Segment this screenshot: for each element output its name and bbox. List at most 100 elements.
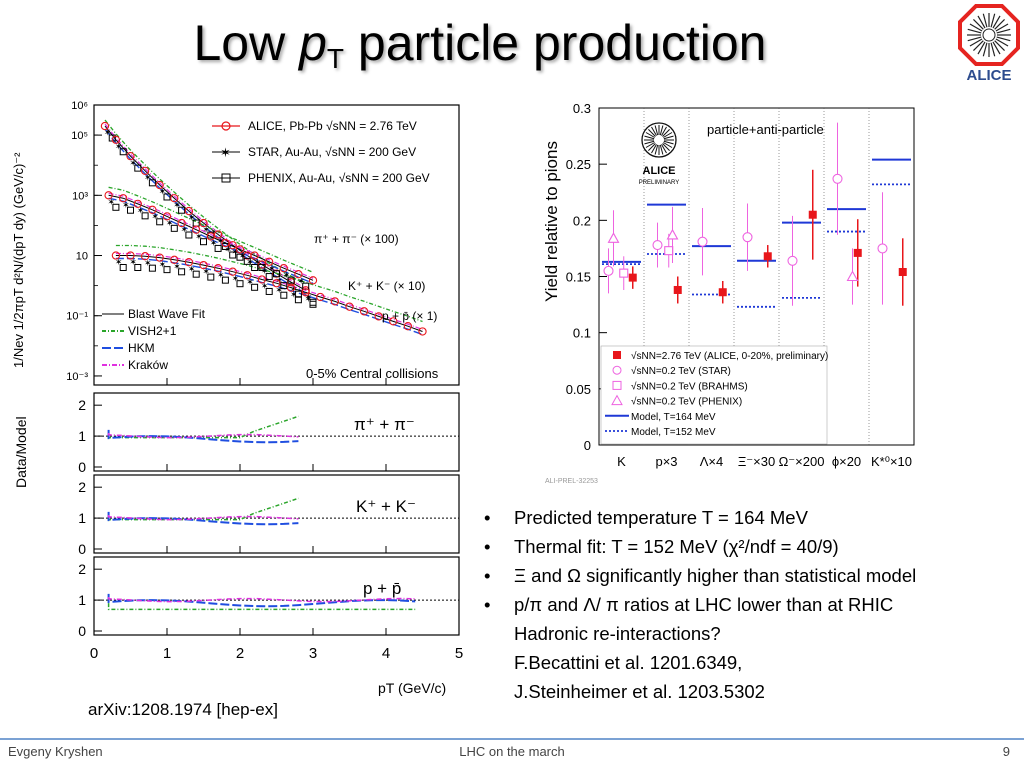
footer-divider [0,738,1024,740]
ratio-hkm [107,429,299,444]
ratio-ytick-label: 1 [78,428,86,444]
spectra-points: ✶✶✶✶✶✶✶✶✶✶✶✶✶✶✶✶ ✶✶✶✶✶✶✶✶✶✶✶✶✶✶ ✶ ✶ ✶ ✶ ✶ ✶ ✶ ✶ ✶ ✶… [100,121,427,336]
phenix-point [119,264,127,272]
logo-ray [994,19,1005,30]
ratio-panel-frame [93,474,460,554]
mini-logo-text: ALICE [643,165,676,177]
ratio-label-kaons: K⁺ + K⁻ [356,497,416,516]
star-point: ✶ [202,267,210,277]
vish-curve [108,186,314,273]
phenix-point [207,273,215,281]
phenix-point [258,264,266,272]
y-tick-label: 10 [76,251,88,263]
mini-logo-ray [648,129,656,137]
slide-title: Low pT particle production [0,14,960,75]
category-label: Λ×4 [700,454,724,469]
alice-point [126,251,135,260]
bullet-text: p/π and Λ/ π ratios at LHC lower than at… [514,594,894,615]
x-tick-label: 5 [455,645,463,662]
spectra-ylabel: 1/Nev 1/2πpT d²N/(dpT dy) (GeV/c)⁻² [11,152,26,368]
star-point [877,243,888,254]
star-point: ✶ [261,266,269,276]
page-number: 9 [1002,744,1010,759]
title-main: Low [193,15,300,71]
phenix-point [251,264,259,272]
alice-point [155,253,164,262]
phenix-point [236,253,244,261]
star-point: ✶ [104,128,112,138]
phenix-point [265,287,273,295]
krakow-curve [108,192,314,279]
alice-point [148,205,157,214]
alice-point [133,199,142,209]
y-tick-label: 10⁶ [71,100,88,112]
star-point: ✶ [129,158,137,168]
phenix-point [221,276,229,284]
bullet-text: Ξ and Ω significantly higher than statis… [514,565,917,586]
phenix-point [112,203,120,211]
star-point: ✶ [305,294,313,304]
star-point [652,239,663,251]
logo-ray [990,42,996,57]
star-point: ✶ [290,289,298,299]
ratio-ylabel: Data/Model [13,416,29,488]
alice-point [111,251,121,260]
phenix-point [846,270,859,282]
y-tick-label: 0.15 [566,270,591,285]
ratio-ytick-label: 0 [78,623,86,639]
x-tick-label: 4 [382,645,390,662]
alice-point [199,260,208,270]
alice-point [119,194,128,203]
alice-point [294,270,303,279]
x-tick-label: 0 [90,645,98,662]
category-label: Ξ⁻×30 [738,454,775,469]
star-point: ✶ [181,225,189,235]
phenix-point [214,244,222,252]
phenix-point [170,224,178,232]
star-point: ✶ [159,187,167,197]
ratio-krakow [107,433,299,439]
logo-ray [992,15,1001,29]
centrality-annotation: 0-5% Central collisions [306,366,439,381]
ratio-legend-box [600,345,828,445]
mini-logo-ray [651,144,657,154]
x-tick-label: 3 [309,645,317,662]
star-point: ✶ [246,277,254,287]
phenix-point [163,266,171,274]
alice-point [162,212,172,221]
star-point: ✶ [159,259,167,269]
alice-point [140,252,150,261]
blast-wave-curve [115,255,423,332]
phenix-point [666,228,679,240]
mini-logo-ray [662,129,670,137]
y-tick-label: 0.05 [566,382,591,397]
phenix-point [134,264,142,272]
alice-point [265,257,274,266]
phenix-point [251,283,259,291]
phenix-point [229,251,237,259]
bullet-item: p/π and Λ/ π ratios at LHC lower than at… [480,590,1020,706]
star-point: ✶ [290,284,298,294]
mini-logo-ray [654,144,659,155]
alice-point [221,238,230,248]
star-point: ✶ [283,270,291,280]
bullet-subline: Hadronic re-interactions? [514,623,721,644]
phenix-point [200,238,207,246]
ratio-fig-legend: √sNN=2.76 TeV (ALICE, 0-20%, preliminary… [605,350,828,438]
ratio-panels: 2 1 0 2 1 0 2 1 0 [78,392,460,639]
phenix-point [192,270,200,278]
alice-point [257,275,267,284]
alice-point [213,264,223,273]
alice-point [206,232,215,241]
star-point: ✶ [202,225,210,235]
phenix-point [141,212,149,220]
hkm-curve [108,197,314,284]
logo-ray [990,13,996,28]
star-point: ✶ [115,257,123,267]
mini-logo-ray [645,142,655,148]
spectra-legend: ALICE, Pb-Pb √sNN = 2.76 TeV ✶ STAR, Au-… [212,119,430,185]
y-tick-label: 10⁻¹ [66,311,88,323]
category-label: K*⁰×10 [871,454,912,469]
legend-star: STAR, Au-Au, √sNN = 200 GeV [248,145,416,159]
